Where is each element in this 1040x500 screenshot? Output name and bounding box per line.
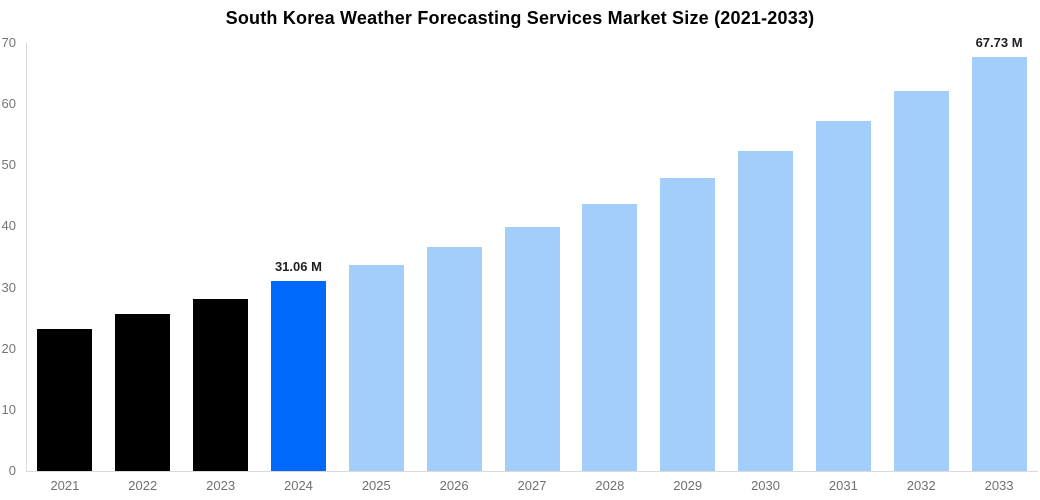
y-axis: 0 10 20 30 40 50 60 70: [0, 35, 20, 478]
x-tick-label-2031: 2031: [828, 478, 858, 493]
bar-2023: [193, 298, 249, 471]
x-axis: 2021 2022 2023 2024 2025 2026 2027 2028 2029 2030…: [26, 478, 1038, 496]
x-tick-label-2029: 2029: [673, 478, 703, 493]
x-tick-label-2021: 2021: [50, 478, 80, 493]
bar-2032: [893, 90, 949, 471]
bar-2030: [738, 150, 794, 471]
x-tick-label-2030: 2030: [751, 478, 780, 493]
bar-2026: [426, 247, 482, 471]
bar-2028: [582, 203, 638, 471]
bar-value-label-2024: 31.06 M: [274, 259, 322, 275]
bar-2031: [815, 121, 871, 471]
x-tick-label-2026: 2026: [439, 478, 469, 493]
y-tick-label: 50: [1, 157, 16, 173]
bar-2022: [115, 313, 171, 471]
x-tick-label-2024: 2024: [283, 478, 313, 493]
y-tick-label: 70: [1, 35, 16, 50]
bar-2021: [37, 329, 93, 471]
bar-2025: [348, 264, 404, 471]
bar-2024: [270, 281, 326, 471]
x-tick-label-2028: 2028: [595, 478, 625, 493]
x-tick-label-2033: 2033: [984, 478, 1014, 493]
bar-2027: [504, 227, 560, 471]
x-tick-label-2032: 2032: [906, 478, 936, 493]
x-tick-label-2023: 2023: [206, 478, 236, 493]
bar-2033: [971, 56, 1027, 471]
y-axis-line: [26, 43, 27, 471]
x-axis-line: [26, 471, 1038, 472]
y-tick-label: 30: [1, 279, 16, 295]
plot-area: 31.06 M 67.73 M: [26, 35, 1038, 472]
bar-2029: [660, 178, 716, 471]
y-tick-label: 0: [8, 463, 16, 478]
chart-title: South Korea Weather Forecasting Services…: [225, 8, 815, 28]
y-tick-label: 40: [1, 218, 16, 234]
x-tick-label-2022: 2022: [128, 478, 158, 493]
y-tick-label: 60: [1, 96, 16, 112]
bar-value-label-2033: 67.73 M: [975, 34, 1023, 50]
x-tick-label-2025: 2025: [361, 478, 391, 493]
y-tick-label: 10: [1, 401, 16, 417]
y-tick-label: 20: [1, 340, 16, 356]
x-tick-label-2027: 2027: [517, 478, 547, 493]
